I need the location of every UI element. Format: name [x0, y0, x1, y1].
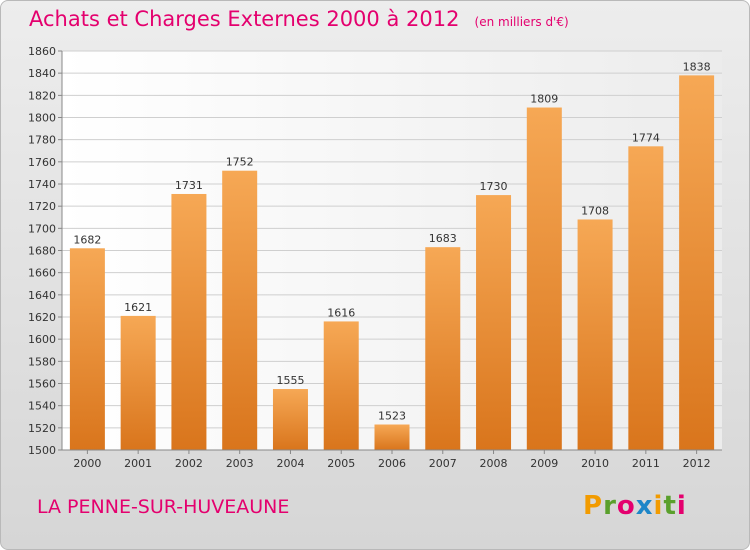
bar[interactable]: [577, 219, 613, 450]
x-tick-label: 2011: [632, 457, 660, 470]
bar[interactable]: [526, 107, 562, 451]
y-tick-label: 1660: [28, 267, 56, 280]
bar[interactable]: [222, 170, 258, 450]
x-tick-label: 2006: [378, 457, 406, 470]
x-tick-label: 2012: [683, 457, 711, 470]
logo-letter: i: [676, 491, 687, 521]
bar-value-label: 1774: [632, 131, 660, 144]
x-tick-label: 2005: [327, 457, 355, 470]
y-tick-label: 1700: [28, 222, 56, 235]
x-tick-label: 2007: [429, 457, 457, 470]
y-tick-label: 1720: [28, 200, 56, 213]
x-tick-label: 2002: [175, 457, 203, 470]
x-tick-label: 2010: [581, 457, 609, 470]
y-tick-label: 1760: [28, 156, 56, 169]
y-tick-label: 1540: [28, 400, 56, 413]
bar-value-label: 1708: [581, 204, 609, 217]
y-tick-label: 1500: [28, 444, 56, 457]
y-tick-label: 1800: [28, 112, 56, 125]
y-tick-label: 1520: [28, 422, 56, 435]
logo-letter: x: [635, 491, 654, 521]
y-tick-label: 1820: [28, 89, 56, 102]
logo-letter: P: [583, 491, 604, 521]
y-tick-label: 1600: [28, 333, 56, 346]
logo-letter: t: [663, 491, 677, 521]
unit-text: (en milliers d'€): [474, 15, 569, 29]
x-tick-label: 2004: [276, 457, 304, 470]
bar-value-label: 1616: [327, 306, 355, 319]
bar[interactable]: [69, 248, 105, 450]
y-tick-label: 1620: [28, 311, 56, 324]
bar[interactable]: [425, 247, 461, 450]
bar[interactable]: [272, 389, 308, 450]
x-tick-label: 2001: [124, 457, 152, 470]
y-tick-label: 1740: [28, 178, 56, 191]
bar[interactable]: [476, 195, 512, 450]
y-tick-label: 1860: [28, 45, 56, 58]
x-tick-label: 2003: [226, 457, 254, 470]
bar-value-label: 1730: [480, 180, 508, 193]
bar-value-label: 1838: [683, 60, 711, 73]
logo-letter: r: [603, 491, 617, 521]
y-tick-label: 1580: [28, 355, 56, 368]
y-tick-label: 1780: [28, 134, 56, 147]
bar[interactable]: [679, 75, 715, 450]
bar-value-label: 1555: [276, 374, 304, 387]
bar-value-label: 1731: [175, 179, 203, 192]
bar[interactable]: [120, 315, 156, 450]
bar-value-label: 1683: [429, 232, 457, 245]
bar[interactable]: [171, 193, 207, 450]
bar[interactable]: [323, 321, 359, 450]
y-tick-label: 1560: [28, 378, 56, 391]
commune-name: LA PENNE-SUR-HUVEAUNE: [37, 496, 290, 518]
bar-value-label: 1752: [226, 156, 254, 169]
chart-title: Achats et Charges Externes 2000 à 2012 (…: [29, 7, 569, 31]
bar-value-label: 1523: [378, 410, 406, 423]
bar[interactable]: [374, 424, 410, 450]
logo-letter: o: [616, 491, 636, 521]
bar-value-label: 1682: [73, 233, 101, 246]
y-tick-label: 1640: [28, 289, 56, 302]
bar-value-label: 1621: [124, 301, 152, 314]
x-tick-label: 2009: [530, 457, 558, 470]
y-tick-label: 1840: [28, 67, 56, 80]
x-tick-label: 2008: [480, 457, 508, 470]
y-tick-label: 1680: [28, 245, 56, 258]
bar[interactable]: [628, 146, 664, 451]
logo-letter: i: [653, 491, 664, 521]
proxiti-logo[interactable]: Proxiti: [583, 491, 687, 521]
title-text: Achats et Charges Externes 2000 à 2012: [29, 7, 460, 31]
bar-value-label: 1809: [530, 93, 558, 106]
x-tick-label: 2000: [73, 457, 101, 470]
